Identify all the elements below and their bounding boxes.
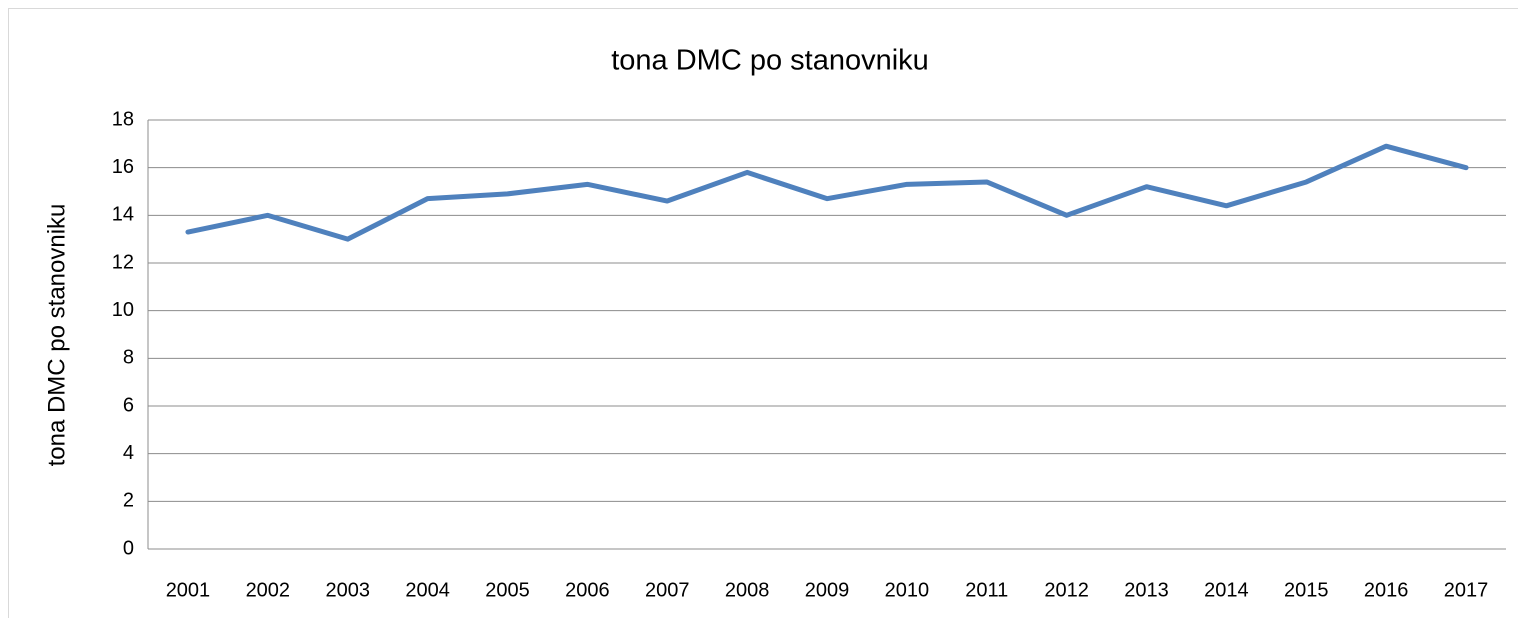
x-tick-label: 2011: [965, 579, 1008, 601]
y-tick-label: 8: [123, 347, 134, 369]
y-tick-label: 14: [112, 204, 134, 226]
y-tick-label: 2: [123, 490, 134, 512]
y-tick-label: 4: [123, 442, 134, 464]
x-tick-label: 2013: [1124, 579, 1169, 601]
y-tick-label: 0: [123, 537, 134, 559]
y-tick-label: 12: [112, 251, 134, 273]
x-tick-label: 2012: [1044, 579, 1089, 601]
x-tick-label: 2004: [405, 579, 450, 601]
x-tick-label: 2007: [645, 579, 690, 601]
x-tick-label: 2014: [1204, 579, 1249, 601]
x-tick-label: 2009: [805, 579, 850, 601]
data-line: [185, 143, 1469, 242]
x-tick-label: 2016: [1364, 579, 1409, 601]
x-tick-label: 2001: [166, 579, 211, 601]
chart-title: tona DMC po stanovniku: [611, 45, 929, 77]
x-tick-label: 2010: [885, 579, 930, 601]
y-tick-label: 10: [112, 299, 134, 321]
x-tick-label: 2006: [565, 579, 610, 601]
x-tick-label: 2002: [246, 579, 291, 601]
x-tick-label: 2017: [1444, 579, 1489, 601]
y-axis-label: tona DMC po stanovniku: [43, 204, 70, 467]
x-tick-label: 2005: [485, 579, 530, 601]
x-tick-label: 2003: [325, 579, 370, 601]
chart-border: [8, 8, 1518, 618]
y-tick-label: 18: [112, 108, 134, 130]
x-tick-label: 2015: [1284, 579, 1329, 601]
x-tick-label: 2008: [725, 579, 770, 601]
y-tick-label: 6: [123, 394, 134, 416]
y-tick-label: 16: [112, 156, 134, 178]
